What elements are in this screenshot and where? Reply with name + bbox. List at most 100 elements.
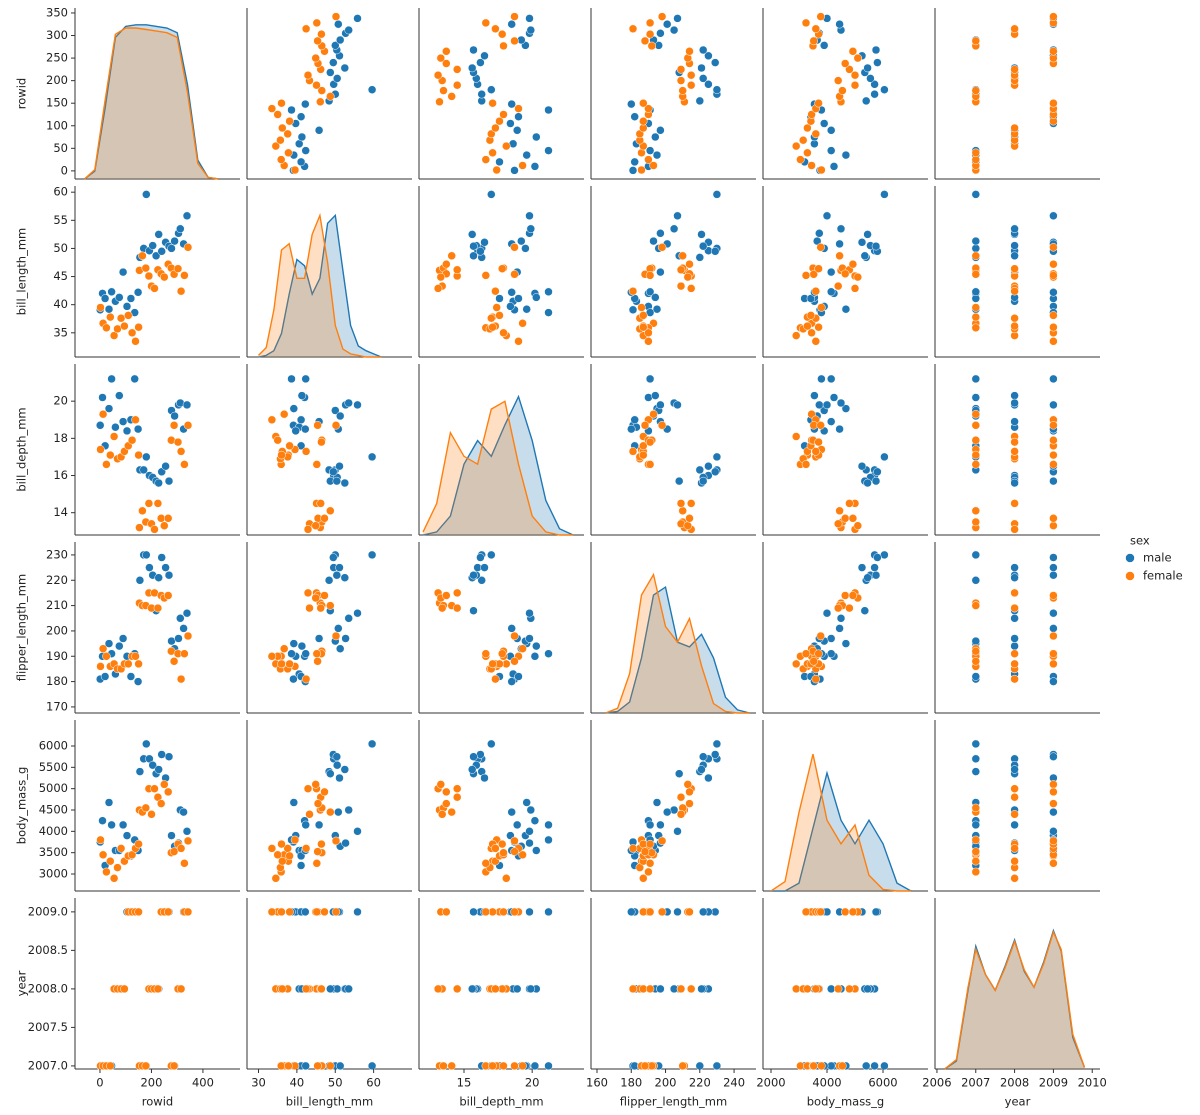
scatter-point [826,374,836,384]
scatter-point [853,272,863,282]
scatter-point [142,739,151,749]
scatter-point [326,984,335,994]
scatter-point [135,767,145,776]
scatter-point [179,624,188,633]
scatter-point [712,739,722,749]
kde-line [770,753,911,892]
scatter-point [514,112,523,121]
scatter-point [1010,313,1019,323]
scatter-point [106,856,115,866]
scatter-point [510,657,519,666]
scatter-point [1010,573,1019,582]
scatter-point [163,591,173,600]
scatter-point [267,415,277,425]
scatter-point [353,608,362,618]
scatter-point [317,437,326,447]
scatter-point [1010,241,1019,250]
y-tick-label: 55 [53,213,68,227]
scatter-point [133,677,143,686]
scatter-point [971,393,981,402]
scatter-point [627,907,636,917]
scatter-point [639,116,648,126]
scatter-point [685,47,694,56]
scatter-point [147,810,156,819]
scatter-point [481,907,491,917]
scatter-point [640,1061,650,1071]
scatter-point [303,784,313,793]
x-tick-label: 180 [620,1076,642,1090]
scatter-point [544,308,553,317]
scatter-point [312,80,321,90]
scatter-point [1010,792,1019,802]
scatter-point [176,286,186,296]
scatter-point [871,45,881,55]
scatter-point [630,415,639,425]
scatter-point [971,506,981,516]
y-tick-label: 50 [53,241,68,255]
scatter-point [1010,603,1019,613]
scatter-point [512,126,522,135]
scatter-point [118,634,128,643]
scatter-point [1049,608,1058,618]
scatter-point [656,229,665,238]
scatter-point [811,674,821,684]
scatter-point [296,441,306,451]
scatter-point [116,313,126,323]
scatter-point [697,984,706,994]
kde-line [771,770,912,892]
scatter-point [273,850,282,860]
scatter-point [525,14,534,23]
scatter-point [798,135,808,145]
y-tick-label: 170 [46,699,68,713]
scatter-point [819,119,829,128]
y-tick-label: 3000 [39,867,68,881]
scatter-point [510,12,519,21]
scatter-point [1049,476,1058,486]
scatter-point [639,98,648,108]
y-axis-label: bill_depth_mm [15,407,29,491]
scatter-point [695,253,705,262]
scatter-point [469,570,478,580]
scatter-point [836,224,846,234]
x-axis-label: rowid [142,1095,173,1109]
scatter-point [303,70,313,80]
scatter-point [639,311,648,320]
scatter-point [656,820,665,830]
scatter-point [971,409,981,419]
scatter-point [316,603,325,613]
kde-line [258,213,382,358]
scatter-point [332,760,342,770]
scatter-point [180,649,189,658]
x-axis-label: flipper_length_mm [620,1095,727,1109]
scatter-point [1010,649,1019,658]
scatter-point [285,851,294,861]
scatter-point [685,259,694,269]
scatter-point [499,848,508,857]
scatter-point [651,391,660,400]
scatter-point [296,415,306,425]
scatter-point [704,80,713,89]
scatter-point [704,773,713,783]
scatter-point [695,96,705,106]
scatter-point [652,798,662,807]
scatter-point [436,53,446,63]
scatter-point [271,874,281,883]
scatter-point [544,649,553,658]
scatter-point [507,288,516,297]
scatter-point [971,517,981,527]
scatter-point [971,323,981,333]
scatter-point [512,984,522,994]
legend-marker [1125,553,1135,563]
scatter-point [173,437,183,447]
scatter-point [133,288,143,297]
scatter-point [803,984,812,994]
scatter-point [1010,525,1019,534]
scatter-point [870,89,879,99]
scatter-point [971,803,981,813]
scatter-point [332,74,342,83]
scatter-point [492,303,501,312]
scatter-point [507,19,516,29]
scatter-point [676,65,686,74]
scatter-point [160,272,169,282]
scatter-point [495,116,504,126]
